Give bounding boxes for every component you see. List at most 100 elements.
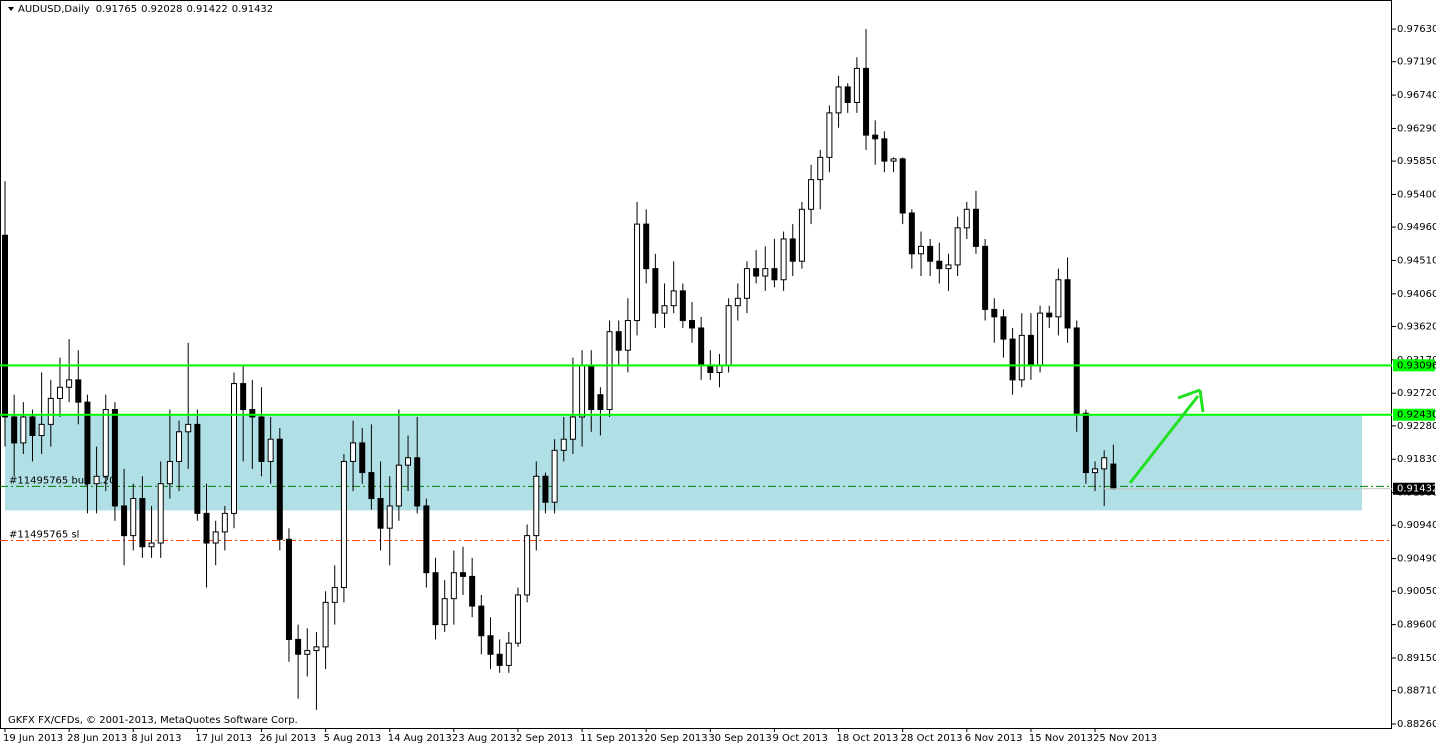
x-tick-label: 28 Jun 2013	[67, 733, 127, 744]
candle-body	[1009, 338, 1016, 381]
high-value: 0.92028	[141, 4, 182, 15]
candle-body	[1018, 334, 1025, 381]
candle-body	[798, 208, 805, 262]
candle-body	[606, 331, 613, 411]
candle-body	[817, 156, 824, 181]
candle-body	[569, 416, 576, 440]
y-tick-label: 0.90940	[1397, 520, 1436, 531]
candle-body	[890, 158, 897, 162]
candle-body	[808, 179, 815, 210]
x-tick-label: 2 Sep 2013	[516, 733, 573, 744]
candle-body	[340, 460, 347, 589]
candle-body	[542, 475, 549, 503]
candle-body	[285, 538, 292, 640]
candle-body	[304, 650, 311, 655]
candle-body	[689, 320, 695, 329]
y-tick-label: 0.92720	[1397, 388, 1436, 399]
level-label: 0.92430	[1397, 410, 1436, 421]
candle-body	[624, 320, 631, 351]
candle-body	[615, 331, 622, 351]
candle-body	[20, 416, 27, 444]
price-label: 0.91432	[1397, 484, 1436, 495]
x-tick-label: 9 Oct 2013	[772, 733, 827, 744]
open-value: 0.91765	[96, 4, 137, 15]
y-tick-label: 0.96290	[1397, 123, 1436, 134]
candle-body	[588, 364, 595, 411]
candle-body	[780, 238, 787, 281]
y-tick-label: 0.89600	[1397, 620, 1436, 631]
copyright: GKFX FX/CFDs, © 2001-2013, MetaQuotes So…	[8, 715, 298, 726]
arrow-shaft	[1128, 395, 1200, 484]
x-tick-label: 15 Nov 2013	[1029, 733, 1093, 744]
candle-body	[258, 416, 265, 462]
candle-body	[121, 505, 128, 537]
support-zone	[5, 414, 1362, 511]
candle-body	[1046, 312, 1053, 318]
candle-body	[991, 308, 998, 318]
candle-body	[377, 498, 384, 529]
candle-body	[1082, 412, 1089, 474]
candle-body	[203, 512, 210, 544]
candle-body	[551, 449, 558, 503]
y-tick-label: 0.91830	[1397, 454, 1436, 465]
candle-body	[872, 134, 879, 140]
candle-body	[918, 245, 924, 255]
candle-body	[368, 472, 375, 500]
x-tick-label: 11 Sep 2013	[580, 733, 643, 744]
candle-body	[322, 601, 329, 648]
x-tick-label: 17 Jul 2013	[195, 733, 252, 744]
y-tick-label: 0.97630	[1397, 24, 1436, 35]
candle-body	[176, 431, 183, 462]
close-value: 0.91432	[232, 4, 273, 15]
candle-body	[1110, 463, 1117, 490]
x-tick-label: 30 Sep 2013	[708, 733, 771, 744]
level-label-box	[1393, 408, 1435, 421]
y-tick-label: 0.94510	[1397, 255, 1436, 266]
y-tick-label: 0.96740	[1397, 90, 1436, 101]
x-tick-label: 14 Aug 2013	[388, 733, 452, 744]
candle-body	[1092, 468, 1099, 474]
candle-body	[93, 475, 100, 485]
order-label: #11495765 buy 0.20	[9, 475, 116, 486]
candle-body	[185, 423, 192, 433]
candle-body	[1073, 327, 1080, 414]
level-label-box	[1393, 359, 1435, 372]
candle-body	[679, 290, 686, 322]
candle-body	[331, 587, 338, 603]
candle-body	[533, 475, 540, 537]
x-tick-label: 20 Sep 2013	[644, 733, 707, 744]
y-tick-label: 0.97190	[1397, 57, 1436, 68]
y-tick-label: 0.93620	[1397, 321, 1436, 332]
x-tick-label: 28 Oct 2013	[901, 733, 963, 744]
candle-body	[414, 457, 421, 507]
candle-body	[2, 234, 8, 418]
candle-body	[972, 208, 979, 247]
candle-body	[295, 638, 302, 655]
chart-title: AUDUSD,Daily 0.91765 0.92028 0.91422 0.91432	[18, 4, 273, 15]
menu-triangle	[8, 7, 14, 11]
candle-body	[432, 572, 439, 626]
candle-body	[762, 268, 769, 277]
candle-body	[231, 383, 237, 514]
candle-body	[450, 572, 457, 600]
candle-body	[423, 505, 430, 574]
candle-body	[267, 438, 274, 462]
candle-body	[863, 67, 870, 136]
candle-body	[395, 464, 402, 507]
x-tick-label: 26 Jul 2013	[259, 733, 316, 744]
candle-body	[643, 223, 650, 270]
candle-body	[514, 594, 521, 644]
arrow-head	[1177, 388, 1201, 400]
candle-body	[698, 327, 705, 366]
candle-body	[963, 208, 970, 229]
x-tick-label: 19 Jun 2013	[3, 733, 63, 744]
candle-body	[1027, 334, 1034, 366]
candle-body	[405, 457, 412, 466]
candle-body	[157, 483, 164, 544]
candle-body	[487, 635, 494, 655]
candle-body	[844, 86, 851, 103]
candle-body	[386, 505, 393, 529]
x-tick-label: 5 Aug 2013	[324, 733, 382, 744]
candle-body	[982, 245, 989, 310]
level-label: 0.93096	[1397, 360, 1436, 371]
